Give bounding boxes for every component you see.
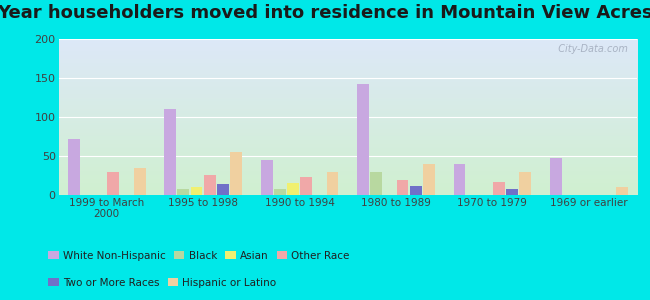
Bar xyxy=(68,139,80,195)
Bar xyxy=(107,172,119,195)
Bar xyxy=(261,160,272,195)
Bar xyxy=(370,172,382,195)
Bar xyxy=(493,182,505,195)
Legend: Two or More Races, Hispanic or Latino: Two or More Races, Hispanic or Latino xyxy=(44,274,281,292)
Legend: White Non-Hispanic, Black, Asian, Other Race: White Non-Hispanic, Black, Asian, Other … xyxy=(44,247,354,265)
Bar xyxy=(454,164,465,195)
Bar xyxy=(506,189,518,195)
Bar xyxy=(230,152,242,195)
Bar xyxy=(423,164,435,195)
Bar xyxy=(326,172,339,195)
Bar xyxy=(357,84,369,195)
Text: City-Data.com: City-Data.com xyxy=(552,44,629,54)
Bar xyxy=(164,109,176,195)
Bar xyxy=(204,175,216,195)
Bar xyxy=(274,189,286,195)
Bar xyxy=(217,184,229,195)
Text: Year householders moved into residence in Mountain View Acres: Year householders moved into residence i… xyxy=(0,4,650,22)
Bar xyxy=(410,186,422,195)
Bar xyxy=(134,168,146,195)
Bar xyxy=(616,187,628,195)
Bar xyxy=(396,180,408,195)
Bar xyxy=(550,158,562,195)
Bar xyxy=(300,177,312,195)
Bar xyxy=(287,182,299,195)
Bar xyxy=(519,172,531,195)
Bar xyxy=(190,187,202,195)
Bar xyxy=(177,189,189,195)
